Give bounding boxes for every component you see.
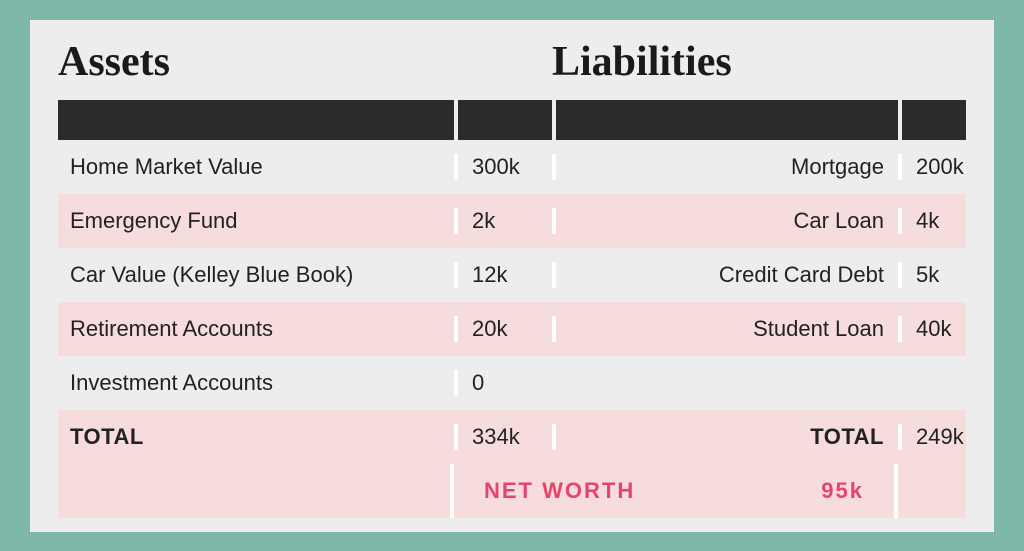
table-row: Home Market Value 300k Mortgage 200k [58, 140, 966, 194]
liability-label: Mortgage [552, 154, 898, 180]
assets-total-label: TOTAL [58, 424, 454, 450]
table-row: Car Value (Kelley Blue Book) 12k Credit … [58, 248, 966, 302]
asset-value: 0 [454, 370, 552, 396]
assets-total-value: 334k [454, 424, 552, 450]
liability-label: Car Loan [552, 208, 898, 234]
asset-label: Home Market Value [58, 154, 454, 180]
asset-label: Car Value (Kelley Blue Book) [58, 262, 454, 288]
assets-heading: Assets [58, 38, 512, 86]
net-worth-row: NET WORTH 95k [58, 464, 966, 518]
table-row: Emergency Fund 2k Car Loan 4k [58, 194, 966, 248]
net-worth-table: Assets Liabilities Home Market Value 300… [30, 20, 994, 532]
data-rows: Home Market Value 300k Mortgage 200k Eme… [30, 140, 994, 464]
table-row: Retirement Accounts 20k Student Loan 40k [58, 302, 966, 356]
liabilities-total-value: 249k [898, 424, 966, 450]
liability-value: 200k [898, 154, 966, 180]
liability-value: 4k [898, 208, 966, 234]
net-worth-label: NET WORTH [484, 478, 635, 504]
asset-label: Retirement Accounts [58, 316, 454, 342]
liability-label: Student Loan [552, 316, 898, 342]
totals-row: TOTAL 334k TOTAL 249k [58, 410, 966, 464]
liability-label: Credit Card Debt [552, 262, 898, 288]
table-headers: Assets Liabilities [30, 20, 994, 100]
asset-value: 12k [454, 262, 552, 288]
header-divider-bar [58, 100, 966, 140]
asset-label: Emergency Fund [58, 208, 454, 234]
net-worth-value: 95k [821, 478, 864, 504]
asset-value: 300k [454, 154, 552, 180]
asset-value: 20k [454, 316, 552, 342]
liability-value: 5k [898, 262, 966, 288]
liabilities-total-label: TOTAL [552, 424, 898, 450]
asset-value: 2k [454, 208, 552, 234]
table-row: Investment Accounts 0 [58, 356, 966, 410]
asset-label: Investment Accounts [58, 370, 454, 396]
liability-value: 40k [898, 316, 966, 342]
liabilities-heading: Liabilities [512, 38, 966, 86]
